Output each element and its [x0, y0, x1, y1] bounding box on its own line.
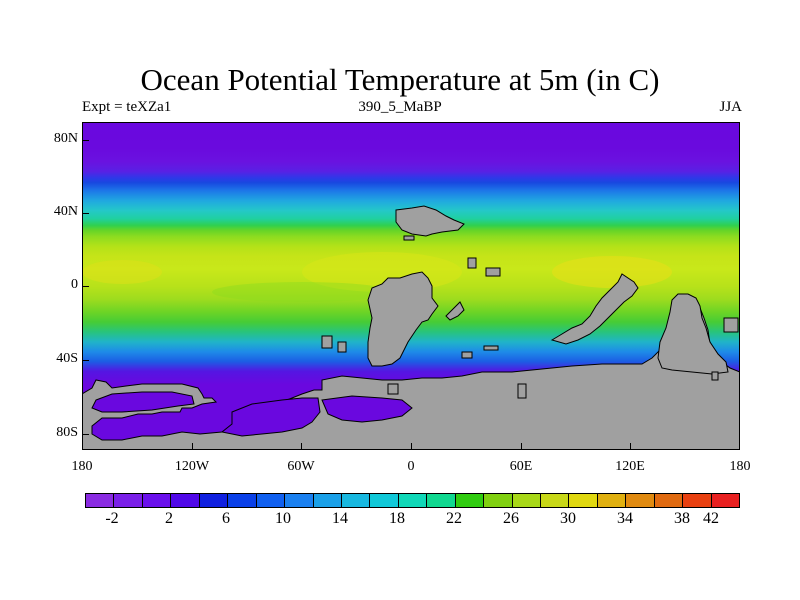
map-title: Ocean Potential Temperature at 5m (in C) [140, 62, 660, 97]
x-tick [192, 443, 193, 450]
land-island-6 [711, 371, 719, 381]
colorbar-label: -2 [105, 510, 119, 527]
land-australia [657, 293, 729, 375]
x-tick [411, 443, 412, 450]
y-tick [82, 286, 89, 287]
colorbar-swatch [370, 494, 399, 507]
inland-sea-east [321, 395, 413, 423]
land-island-7 [517, 383, 527, 399]
cool-tongue-pacific [212, 282, 392, 302]
colorbar-swatch [512, 494, 541, 507]
experiment-label: Expt = teXZa1 [82, 99, 172, 115]
colorbar-label: 30 [560, 510, 576, 527]
colorbar-swatch [199, 494, 229, 507]
colorbar-swatch [427, 494, 456, 507]
y-tick-label: 80S [56, 425, 78, 440]
x-tick-label: 180 [71, 459, 93, 474]
colorbar-swatch [597, 494, 627, 507]
x-tick-label: 120E [615, 459, 645, 474]
colorbar-swatch [142, 494, 172, 507]
colorbar-label: 10 [275, 510, 291, 527]
land-africa [367, 271, 439, 367]
x-tick-label: 120W [174, 459, 210, 474]
land-islet-1 [403, 235, 415, 241]
colorbar-swatch [626, 494, 655, 507]
map-overlay [82, 205, 740, 450]
land-island-2 [337, 341, 347, 353]
warm-pool-indopacific [552, 256, 672, 288]
y-tick [82, 213, 89, 214]
age-label: 390_5_MaBP [358, 99, 442, 115]
y-tick-label: 0 [71, 277, 78, 292]
y-tick [82, 360, 89, 361]
land-island-1 [321, 335, 333, 349]
land-island-8 [387, 383, 399, 395]
colorbar-label: 22 [446, 510, 462, 527]
x-tick-label: 60E [509, 459, 533, 474]
land-islet-2 [467, 257, 477, 269]
land-south-asia-chain [550, 273, 639, 345]
colorbar-swatch [341, 494, 371, 507]
colorbar-swatch [171, 494, 200, 507]
colorbar-label: 6 [222, 510, 230, 527]
colorbar-swatch [654, 494, 684, 507]
colorbar-label: 34 [617, 510, 633, 527]
land-island-3 [461, 351, 473, 359]
colorbar-swatch [711, 494, 740, 507]
colorbar-label: 2 [165, 510, 173, 527]
land-island-4 [483, 345, 499, 351]
x-tick-label: 180 [729, 459, 751, 474]
land-masses [82, 205, 740, 450]
land-eurasia [395, 205, 465, 237]
y-tick-label: 40S [56, 351, 78, 366]
warm-pool-pacific [82, 260, 162, 284]
season-label: JJA [719, 99, 742, 115]
colorbar-swatch [228, 494, 257, 507]
x-tick-label: 60W [287, 459, 315, 474]
colorbar-label: 26 [503, 510, 519, 527]
map-frame [82, 122, 740, 450]
colorbar-swatch [541, 494, 570, 507]
inland-sea-west [91, 391, 195, 413]
x-tick-label: 0 [407, 459, 415, 474]
temperature-map [82, 122, 740, 450]
colorbar [85, 493, 740, 508]
colorbar-label: 14 [332, 510, 348, 527]
land-island-5 [723, 317, 739, 333]
colorbar-label: 38 [674, 510, 690, 527]
colorbar-swatch [114, 494, 143, 507]
colorbar-swatch [313, 494, 342, 507]
y-tick [82, 140, 89, 141]
colorbar-swatch [455, 494, 485, 507]
colorbar-swatch [484, 494, 513, 507]
x-tick [301, 443, 302, 450]
colorbar-swatch [285, 494, 314, 507]
x-tick [521, 443, 522, 450]
land-africa-spur [445, 301, 465, 321]
x-tick [630, 443, 631, 450]
colorbar-label: 42 [703, 510, 719, 527]
colorbar-swatch [569, 494, 598, 507]
inland-sea-central [220, 397, 321, 437]
y-tick-label: 40N [53, 204, 78, 219]
colorbar-swatch [86, 494, 115, 507]
colorbar-swatch [398, 494, 428, 507]
colorbar-swatch [256, 494, 286, 507]
colorbar-label: 18 [389, 510, 405, 527]
y-tick-label: 80N [53, 131, 78, 146]
y-tick [82, 434, 89, 435]
land-islet-3 [485, 267, 501, 277]
colorbar-swatch [683, 494, 712, 507]
